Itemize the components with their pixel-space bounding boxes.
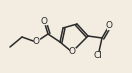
Text: O: O <box>41 16 48 25</box>
Bar <box>95 52 102 59</box>
Bar <box>41 17 46 24</box>
Bar <box>34 38 39 45</box>
Bar <box>70 48 74 55</box>
Text: O: O <box>105 22 112 31</box>
Bar <box>107 22 112 29</box>
Text: O: O <box>69 48 76 57</box>
Text: Cl: Cl <box>94 51 102 61</box>
Text: O: O <box>32 38 39 47</box>
